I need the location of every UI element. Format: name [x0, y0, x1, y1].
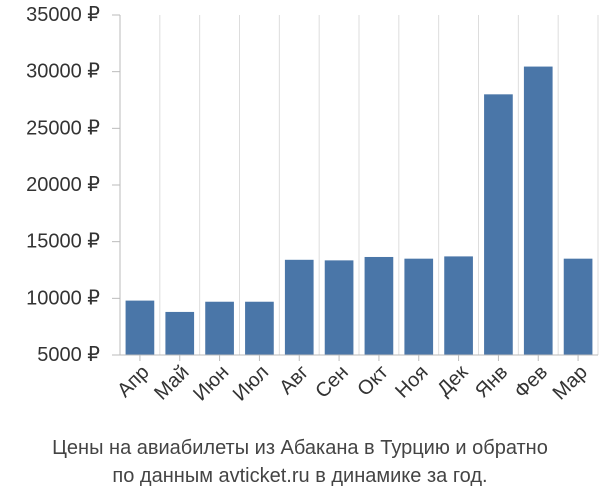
- x-tick-label-11: Фев: [510, 361, 552, 403]
- grid-lines: [159, 15, 599, 355]
- bar-11: [523, 66, 553, 355]
- bar-3: [205, 301, 234, 355]
- bar-2: [165, 311, 195, 355]
- bar-10: [484, 94, 513, 355]
- bar-12: [563, 258, 593, 355]
- x-tick-label-4: Июл: [229, 361, 273, 405]
- x-tick-label-1: Апр: [113, 361, 154, 402]
- x-tick-label-10: Янв: [471, 361, 512, 402]
- y-tick-label: 15000 ₽: [26, 231, 100, 253]
- y-tick-label: 5000 ₽: [37, 344, 100, 366]
- x-tick-label-5: Авг: [275, 361, 313, 399]
- bar-8: [404, 258, 434, 355]
- bar-9: [444, 256, 473, 355]
- bar-1: [125, 300, 155, 355]
- bar-5: [284, 259, 314, 355]
- y-axis-tick-labels: 5000 ₽ 10000 ₽ 15000 ₽ 20000 ₽ 25000 ₽ 30000 …: [26, 4, 100, 366]
- y-tick-label: 20000 ₽: [26, 174, 100, 196]
- x-tick-label-6: Сен: [311, 361, 352, 402]
- y-tick-label: 30000 ₽: [26, 61, 100, 83]
- y-tick-label: 10000 ₽: [26, 287, 100, 309]
- y-tick-label: 25000 ₽: [26, 117, 100, 139]
- x-tick-label-3: Июн: [189, 361, 233, 405]
- chart-caption-line-1: Цены на авиабилеты из Абакана в Турцию и…: [52, 437, 548, 459]
- bar-4: [245, 301, 274, 355]
- bar-6: [324, 260, 354, 355]
- x-tick-label-2: Май: [150, 361, 193, 404]
- x-tick-label-7: Окт: [353, 361, 392, 400]
- x-tick-label-9: Дек: [433, 361, 472, 400]
- bars: [125, 66, 593, 355]
- x-tick-label-12: Мар: [549, 361, 592, 404]
- y-tick-label: 35000 ₽: [26, 4, 100, 26]
- chart-caption-line-2: по данным avticket.ru в динамике за год.: [112, 465, 488, 487]
- x-tick-label-8: Ноя: [391, 361, 432, 402]
- bar-7: [364, 256, 394, 355]
- axes: [112, 14, 598, 361]
